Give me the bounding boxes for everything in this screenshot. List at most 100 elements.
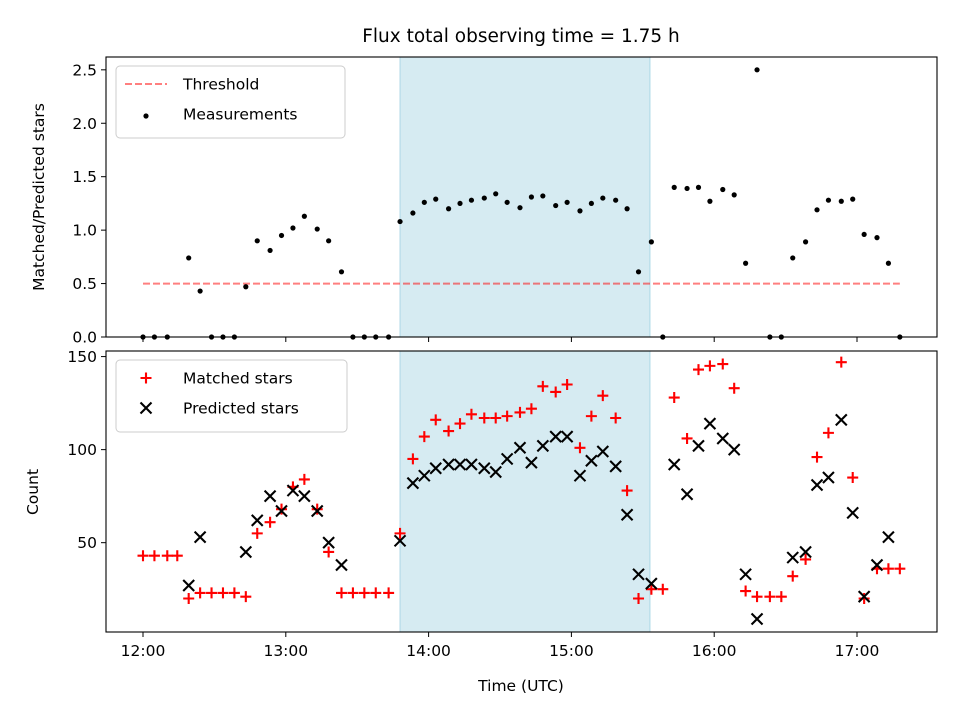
series-top-0-point-30 bbox=[504, 199, 510, 205]
series-top-0-point-4 bbox=[197, 288, 203, 294]
series-bottom-1-point-28 bbox=[596, 445, 610, 458]
series-bottom-0-point-9 bbox=[240, 591, 252, 603]
series-top-0-point-26 bbox=[457, 200, 463, 207]
ratio-panel: 0.0 0.5 1.0 1.5 2.0 2.5 Threshold Measurements bbox=[72, 56, 938, 347]
series-bottom-1-point-5 bbox=[275, 504, 288, 518]
series-top-0-point-59 bbox=[850, 196, 856, 202]
series-bottom-1-point-15 bbox=[442, 458, 455, 471]
series-top-0-point-29 bbox=[493, 191, 499, 197]
series-bottom-0-point-50 bbox=[728, 382, 740, 394]
series-bottom-0-point-8 bbox=[228, 587, 240, 599]
bottom-y-tick-label: 50 bbox=[77, 534, 97, 552]
series-bottom-0-point-0 bbox=[137, 550, 149, 562]
series-top-0-point-22 bbox=[410, 210, 416, 216]
series-bottom-1-point-14 bbox=[429, 461, 442, 475]
series-bottom-0-point-22 bbox=[394, 527, 406, 539]
series-bottom-0-point-61 bbox=[858, 593, 870, 605]
series-bottom-0-point-7 bbox=[217, 587, 229, 599]
series-bottom-0-point-41 bbox=[621, 485, 633, 497]
series-bottom-1-point-45 bbox=[835, 413, 848, 427]
series-bottom-1-point-35 bbox=[692, 439, 705, 453]
bottom-legend-label-1: Predicted stars bbox=[183, 400, 299, 418]
series-bottom-0-point-25 bbox=[430, 414, 442, 426]
top-y-tick-label: 0.0 bbox=[72, 329, 97, 347]
series-top-0-point-58 bbox=[838, 198, 844, 204]
series-bottom-0-point-33 bbox=[525, 403, 537, 415]
top-y-tick-label: 1.0 bbox=[72, 222, 97, 240]
series-top-0-point-41 bbox=[635, 269, 642, 275]
series-bottom-1-point-12 bbox=[406, 476, 420, 490]
x-tick-label: 12:00 bbox=[121, 642, 166, 660]
series-bottom-1-point-41 bbox=[786, 551, 799, 564]
series-bottom-0-point-51 bbox=[740, 585, 752, 597]
series-top-0-point-44 bbox=[671, 184, 677, 190]
series-bottom-0-point-28 bbox=[465, 408, 477, 420]
top-legend-label-0: Threshold bbox=[182, 76, 259, 94]
top-highlight-span bbox=[399, 56, 651, 338]
series-bottom-1-point-11 bbox=[393, 534, 407, 548]
series-top-0-point-12 bbox=[290, 225, 296, 231]
count-panel: 50 100 150 12:00 13:00 14:00 15:00 16:00 17:00 Ma… bbox=[67, 348, 938, 660]
series-top-0-point-42 bbox=[648, 239, 654, 245]
series-bottom-0-point-16 bbox=[323, 546, 335, 558]
top-y-axis-label: Matched/Predicted stars bbox=[30, 103, 48, 291]
series-bottom-1-point-16 bbox=[453, 458, 467, 471]
series-bottom-0-point-60 bbox=[847, 472, 859, 484]
series-bottom-1-point-40 bbox=[750, 612, 764, 626]
series-top-0-point-47 bbox=[707, 198, 713, 204]
series-bottom-0-point-49 bbox=[717, 358, 729, 370]
chart-title: Flux total observing time = 1.75 h bbox=[362, 26, 680, 47]
series-bottom-0-point-36 bbox=[561, 378, 573, 390]
x-tick-label: 17:00 bbox=[835, 642, 880, 660]
series-bottom-0-point-15 bbox=[311, 503, 323, 515]
series-top-0-point-21 bbox=[397, 218, 403, 225]
series-top-0-point-33 bbox=[540, 193, 546, 199]
series-bottom-0-point-44 bbox=[657, 583, 669, 595]
bottom-legend-label-0: Matched stars bbox=[183, 370, 293, 388]
series-top-0-point-25 bbox=[445, 206, 452, 212]
series-bottom-1-point-43 bbox=[810, 478, 824, 492]
x-tick-label: 14:00 bbox=[406, 642, 451, 660]
series-bottom-0-point-17 bbox=[335, 587, 347, 599]
series-bottom-1-point-23 bbox=[536, 439, 550, 453]
x-axis-label: Time (UTC) bbox=[477, 677, 564, 695]
series-bottom-1-point-46 bbox=[846, 506, 859, 520]
bottom-legend-marker-0 bbox=[140, 372, 152, 384]
series-top-0-point-48 bbox=[720, 186, 726, 193]
series-bottom-1-point-30 bbox=[620, 508, 634, 522]
series-top-0-point-35 bbox=[564, 199, 570, 205]
top-y-tick-label: 0.5 bbox=[72, 275, 97, 293]
top-legend-label-1: Measurements bbox=[183, 106, 298, 124]
series-bottom-1-point-25 bbox=[560, 430, 574, 443]
top-y-tick-label: 2.0 bbox=[72, 115, 97, 133]
series-bottom-1-point-34 bbox=[680, 488, 694, 501]
series-bottom-1-point-9 bbox=[322, 536, 335, 549]
series-bottom-0-point-56 bbox=[800, 553, 812, 565]
series-bottom-0-point-4 bbox=[183, 593, 195, 605]
series-bottom-0-point-2 bbox=[161, 550, 173, 562]
top-axes-frame bbox=[105, 56, 938, 338]
series-bottom-1-point-4 bbox=[263, 489, 277, 503]
top-y-tick-label: 1.5 bbox=[72, 168, 97, 186]
series-bottom-1-point-24 bbox=[549, 430, 562, 443]
series-bottom-0-point-57 bbox=[811, 451, 823, 463]
series-bottom-0-point-29 bbox=[478, 412, 490, 424]
series-bottom-1-point-37 bbox=[716, 432, 730, 445]
bottom-highlight-span bbox=[399, 350, 651, 633]
series-bottom-1-point-7 bbox=[298, 489, 311, 503]
bottom-y-axis-label: Count bbox=[24, 469, 42, 515]
series-bottom-0-point-37 bbox=[574, 442, 586, 454]
series-bottom-0-point-64 bbox=[894, 563, 906, 575]
series-bottom-0-point-43 bbox=[645, 583, 657, 595]
series-bottom-0-point-34 bbox=[537, 380, 549, 392]
series-top-0-point-34 bbox=[553, 202, 559, 209]
series-top-0-point-46 bbox=[695, 184, 702, 190]
series-top-0-point-37 bbox=[588, 200, 594, 207]
series-bottom-0-point-23 bbox=[407, 453, 419, 465]
series-bottom-1-point-47 bbox=[857, 590, 871, 603]
series-bottom-1-point-18 bbox=[478, 461, 491, 475]
series-bottom-0-point-20 bbox=[370, 587, 382, 599]
series-bottom-0-point-35 bbox=[550, 386, 562, 398]
series-bottom-0-point-19 bbox=[358, 587, 370, 599]
